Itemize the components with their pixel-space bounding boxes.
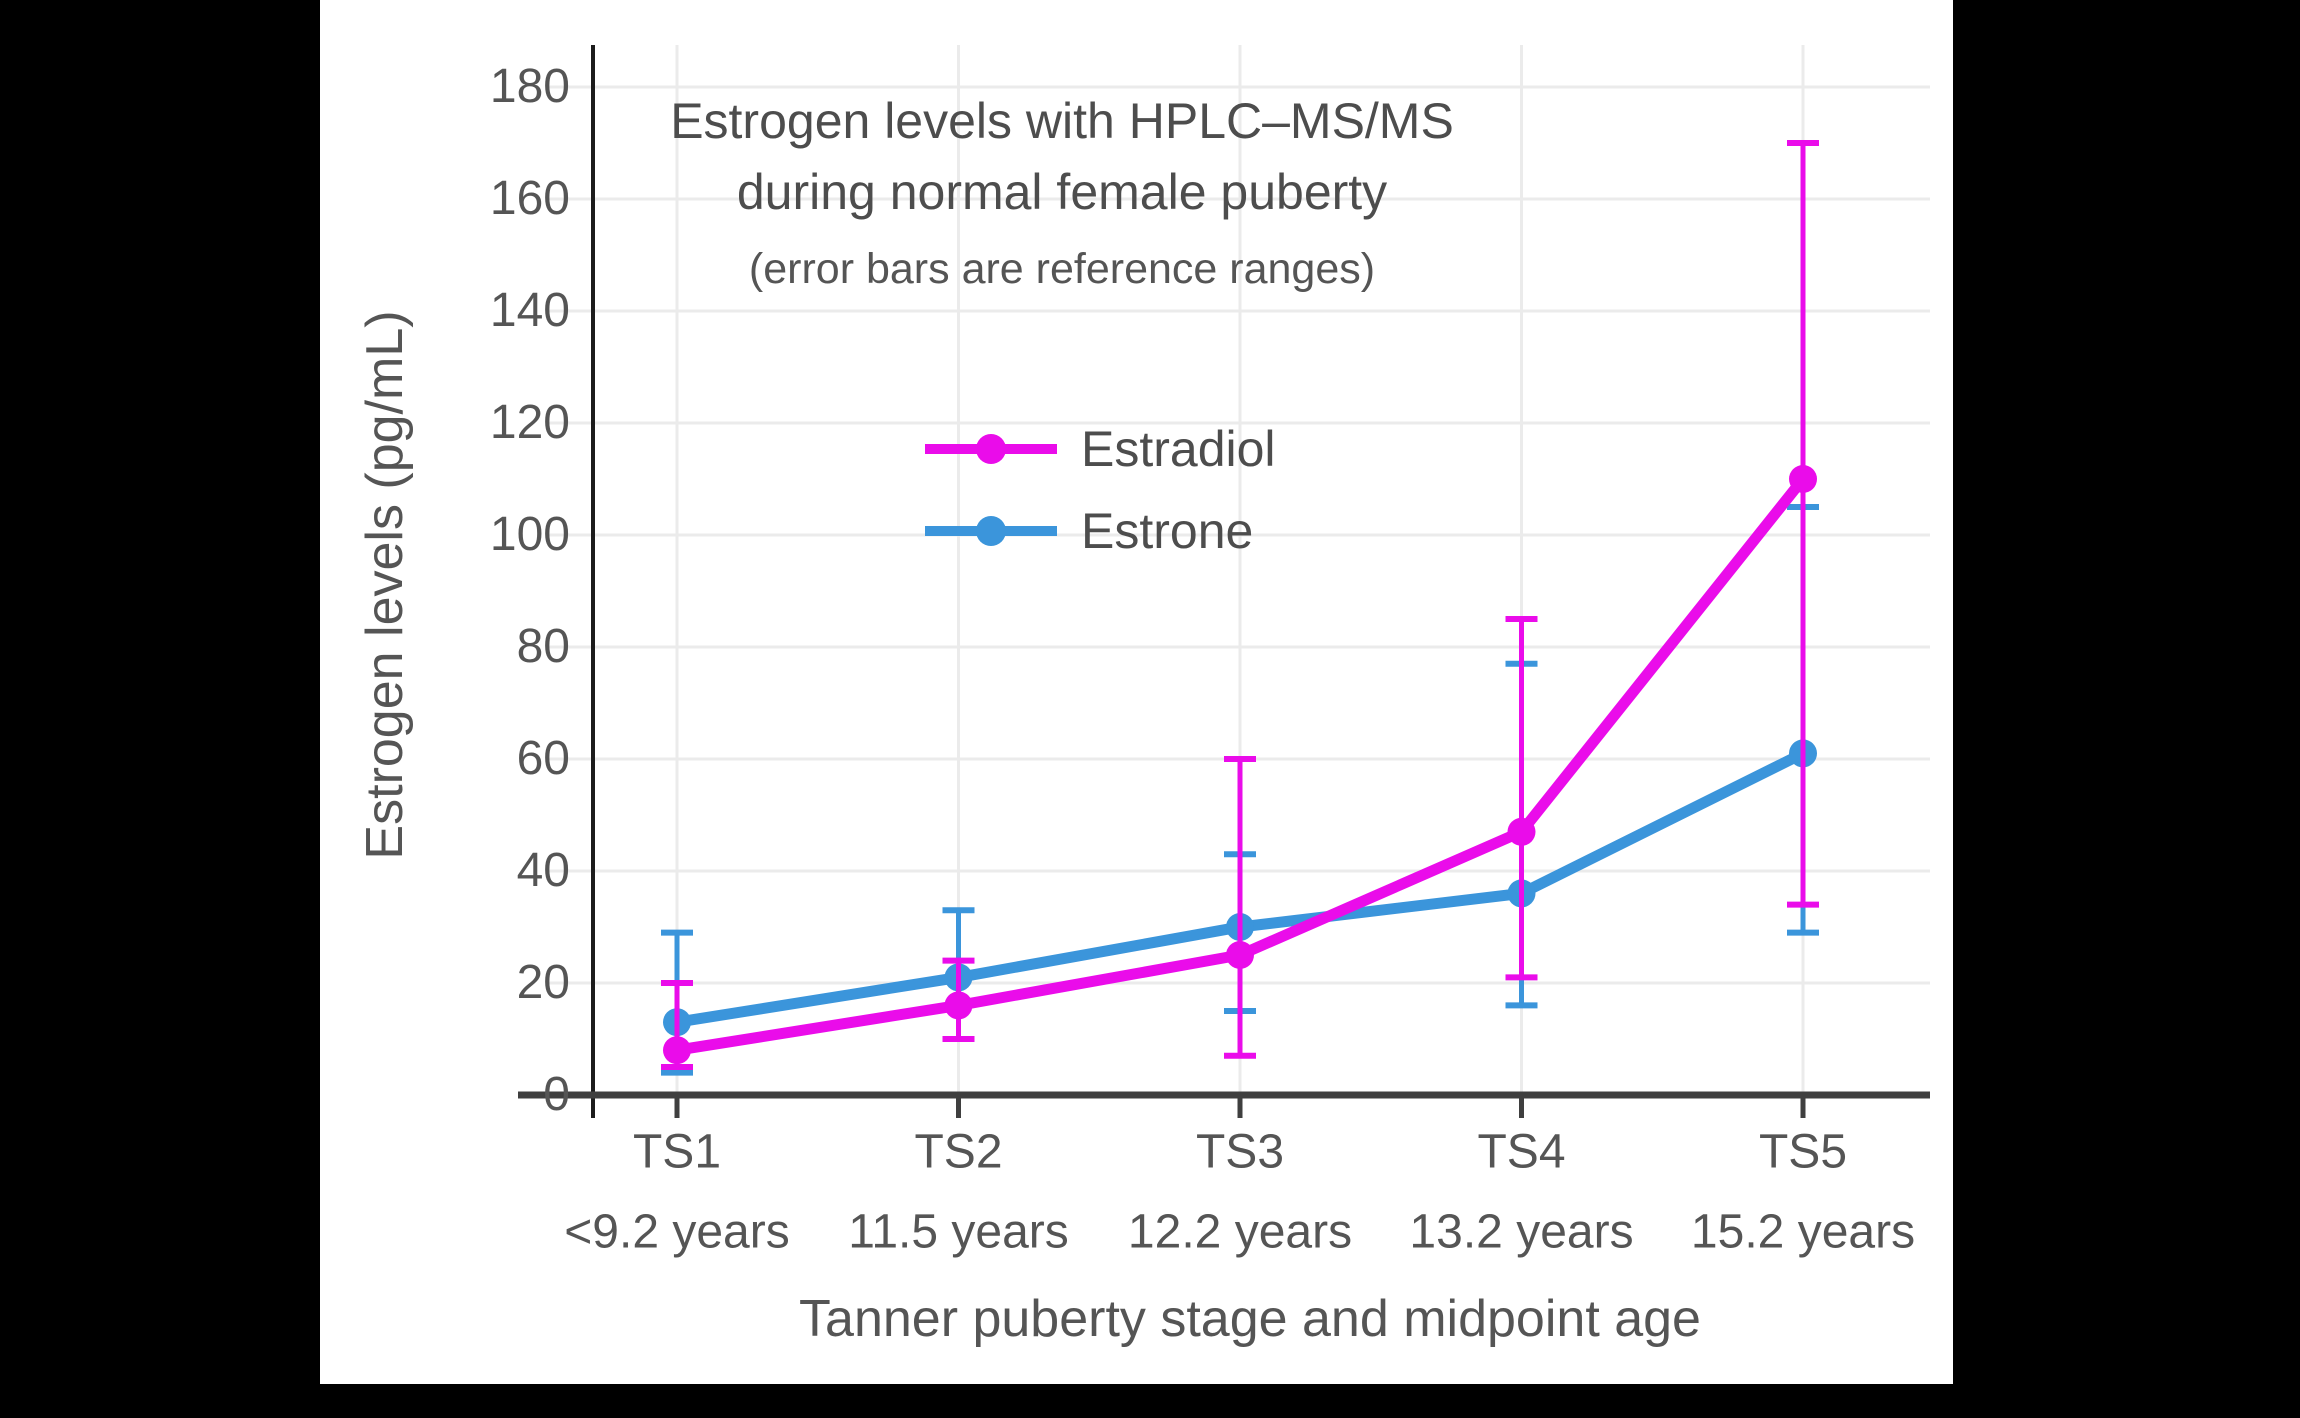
legend-item-estrone: Estrone <box>925 490 1276 572</box>
y-tick-label: 140 <box>489 284 570 337</box>
data-point <box>944 991 973 1020</box>
x-tick-label-age: <9.2 years <box>564 1205 790 1259</box>
y-tick-label: 80 <box>516 620 570 673</box>
legend: Estradiol Estrone <box>925 408 1276 572</box>
x-tick-label-stage: TS2 <box>914 1125 1003 1179</box>
chart-subtitle: (error bars are reference ranges) <box>748 245 1376 293</box>
legend-label-estrone: Estrone <box>1081 503 1254 559</box>
estrone-line-marker-icon <box>925 516 1057 546</box>
y-tick-label: 100 <box>489 508 570 561</box>
x-tick-label-stage: TS3 <box>1195 1125 1285 1179</box>
legend-label-estradiol: Estradiol <box>1081 421 1276 477</box>
y-tick-label: 180 <box>489 60 570 113</box>
x-tick-label-age: 15.2 years <box>1690 1205 1916 1259</box>
data-point <box>663 1036 691 1065</box>
estradiol-line-marker-icon <box>925 434 1057 464</box>
y-tick-label: 160 <box>489 172 570 225</box>
chart-title: Estrogen levels with HPLC–MS/MS during n… <box>562 86 1562 294</box>
legend-item-estradiol: Estradiol <box>925 408 1276 490</box>
x-tick-label-age: 13.2 years <box>1409 1205 1634 1259</box>
data-point <box>1507 817 1536 846</box>
data-point <box>1226 941 1254 969</box>
series-estradiol <box>661 140 1819 1070</box>
y-tick-label: 120 <box>489 396 570 449</box>
x-tick-label-age: 11.5 years <box>848 1205 1069 1259</box>
y-tick-label: 40 <box>516 844 570 897</box>
line-chart-plot <box>518 45 1930 1118</box>
data-point <box>1789 465 1817 493</box>
y-tick-label: 0 <box>543 1068 570 1121</box>
x-tick-label-age: 12.2 years <box>1127 1205 1353 1259</box>
x-axis-title: Tanner puberty stage and midpoint age <box>799 1290 1701 1348</box>
figure-canvas: Estrogen levels with HPLC–MS/MS during n… <box>320 0 1953 1384</box>
chart-title-line2: during normal female puberty <box>736 164 1388 220</box>
x-tick-label-stage: TS5 <box>1758 1125 1848 1179</box>
y-tick-label: 60 <box>516 732 570 785</box>
y-tick-label: 20 <box>516 956 570 1009</box>
chart-title-line1: Estrogen levels with HPLC–MS/MS <box>670 93 1454 149</box>
x-tick-label-stage: TS4 <box>1477 1125 1566 1179</box>
x-tick-label-stage: TS1 <box>632 1125 722 1179</box>
